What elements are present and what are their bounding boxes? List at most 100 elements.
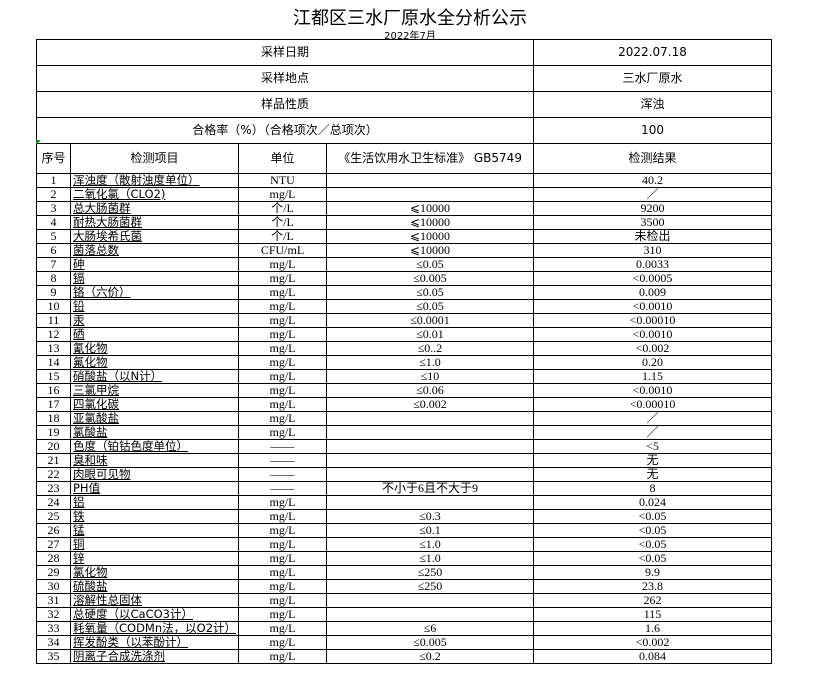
cell-result: 262 — [533, 593, 773, 608]
cell-unit: mg/L — [238, 593, 327, 608]
cell-standard — [325, 495, 535, 510]
table-row: 33 耗氧量（CODMn法，以O2计） mg/L ≤6 1.6 — [36, 621, 773, 636]
table-row: 10 铅 mg/L ≤0.05 <0.0010 — [36, 299, 773, 314]
cell-index: 32 — [36, 607, 71, 622]
cell-result: <0.05 — [533, 537, 773, 552]
cell-standard: ≤10 — [325, 369, 535, 384]
cell-standard: ≤0.01 — [325, 327, 535, 342]
cell-unit: mg/L — [238, 327, 327, 342]
cell-standard: 不小于6且不大于9 — [325, 481, 535, 496]
cell-item: 四氯化碳 — [70, 397, 239, 412]
cell-item: 阴离子合成洗涤剂 — [70, 649, 239, 664]
table-row: 11 汞 mg/L ≤0.0001 <0.00010 — [36, 313, 773, 328]
table-row: 30 硫酸盐 mg/L ≤250 23.8 — [36, 579, 773, 594]
cell-item: 总大肠菌群 — [70, 201, 239, 216]
cell-item: 亚氯酸盐 — [70, 411, 239, 426]
cell-unit: mg/L — [238, 523, 327, 538]
meta-row-sample-nature: 样品性质 浑浊 — [35, 91, 773, 118]
cell-index: 31 — [36, 593, 71, 608]
cell-unit: NTU — [238, 173, 327, 188]
cell-result: <0.0010 — [533, 299, 773, 314]
cell-unit: mg/L — [238, 383, 327, 398]
column-header-index: 序号 — [36, 143, 71, 174]
cell-unit: mg/L — [238, 635, 327, 650]
cell-result: <0.002 — [533, 635, 773, 650]
cell-result: 无 — [533, 467, 773, 482]
meta-label: 合格率（%）（合格项次／总项次） — [35, 117, 535, 144]
analysis-table: 采样日期 2022.07.18 采样地点 三水厂原水 样品性质 浑浊 合格率（%… — [35, 39, 773, 664]
cell-result: 0.084 — [533, 649, 773, 664]
cell-standard: ⩽10000 — [325, 243, 535, 258]
cell-unit: —— — [238, 439, 327, 454]
cell-item: 砷 — [70, 257, 239, 272]
table-row: 5 大肠埃希氏菌 个/L ⩽10000 未检出 — [36, 229, 773, 244]
cell-standard — [325, 411, 535, 426]
cell-standard: ≤1.0 — [325, 355, 535, 370]
cell-index: 34 — [36, 635, 71, 650]
cell-unit: —— — [238, 453, 327, 468]
cell-unit: 个/L — [238, 201, 327, 216]
cell-item: 锰 — [70, 523, 239, 538]
cell-index: 19 — [36, 425, 71, 440]
cell-result: 无 — [533, 453, 773, 468]
cell-index: 9 — [36, 285, 71, 300]
cell-unit: mg/L — [238, 341, 327, 356]
cell-index: 6 — [36, 243, 71, 258]
cell-result: <0.05 — [533, 509, 773, 524]
cell-unit: mg/L — [238, 537, 327, 552]
table-row: 29 氯化物 mg/L ≤250 9.9 — [36, 565, 773, 580]
cell-result: 0.024 — [533, 495, 773, 510]
cell-result: 310 — [533, 243, 773, 258]
table-row: 22 肉眼可见物 —— 无 — [36, 467, 773, 482]
cell-index: 23 — [36, 481, 71, 496]
cell-result: <0.0010 — [533, 327, 773, 342]
cell-standard — [325, 173, 535, 188]
table-row: 23 PH值 —— 不小于6且不大于9 8 — [36, 481, 773, 496]
cell-standard — [325, 187, 535, 202]
page-title: 江都区三水厂原水全分析公示 — [293, 8, 527, 29]
cell-index: 18 — [36, 411, 71, 426]
cell-result: <0.00010 — [533, 313, 773, 328]
cell-item: 耗氧量（CODMn法，以O2计） — [70, 621, 239, 636]
cell-result: 3500 — [533, 215, 773, 230]
column-header-item: 检测项目 — [70, 143, 239, 174]
cell-standard: ≤0.1 — [325, 523, 535, 538]
column-header-row: 序号 检测项目 单位 《生活饮用水卫生标准》 GB5749 检测结果 — [36, 143, 773, 174]
cell-result: 1.6 — [533, 621, 773, 636]
cell-index: 11 — [36, 313, 71, 328]
table-row: 25 铁 mg/L ≤0.3 <0.05 — [36, 509, 773, 524]
cell-unit: mg/L — [238, 425, 327, 440]
cell-item: 大肠埃希氏菌 — [70, 229, 239, 244]
cell-unit: mg/L — [238, 579, 327, 594]
table-row: 31 溶解性总固体 mg/L 262 — [36, 593, 773, 608]
cell-standard: ≤0..2 — [325, 341, 535, 356]
cell-index: 26 — [36, 523, 71, 538]
cell-item: PH值 — [70, 481, 239, 496]
cell-unit: —— — [238, 481, 327, 496]
cell-item: 铜 — [70, 537, 239, 552]
table-row: 14 氟化物 mg/L ≤1.0 0.20 — [36, 355, 773, 370]
cell-standard: ≤0.2 — [325, 649, 535, 664]
cell-item: 肉眼可见物 — [70, 467, 239, 482]
cell-result: 未检出 — [533, 229, 773, 244]
cell-result: ／ — [533, 425, 773, 440]
cell-index: 1 — [36, 173, 71, 188]
cell-item: 镉 — [70, 271, 239, 286]
table-row: 32 总硬度（以CaCO3计） mg/L 115 — [36, 607, 773, 622]
table-row: 7 砷 mg/L ≤0.05 0.0033 — [36, 257, 773, 272]
cell-item: 汞 — [70, 313, 239, 328]
cell-result: 23.8 — [533, 579, 773, 594]
cell-index: 25 — [36, 509, 71, 524]
cell-standard: ≤0.05 — [325, 285, 535, 300]
cell-index: 28 — [36, 551, 71, 566]
meta-label: 样品性质 — [35, 91, 535, 118]
table-row: 24 铝 mg/L 0.024 — [36, 495, 773, 510]
table-row: 34 挥发酚类（以苯酚计） mg/L ≤0.005 <0.002 — [36, 635, 773, 650]
cell-item: 铅 — [70, 299, 239, 314]
cell-standard: ≤1.0 — [325, 537, 535, 552]
cell-unit: mg/L — [238, 649, 327, 664]
cell-index: 13 — [36, 341, 71, 356]
cell-item: 臭和味 — [70, 453, 239, 468]
cell-item: 浑浊度（散射浊度单位） — [70, 173, 239, 188]
cell-standard: ≤0.002 — [325, 397, 535, 412]
